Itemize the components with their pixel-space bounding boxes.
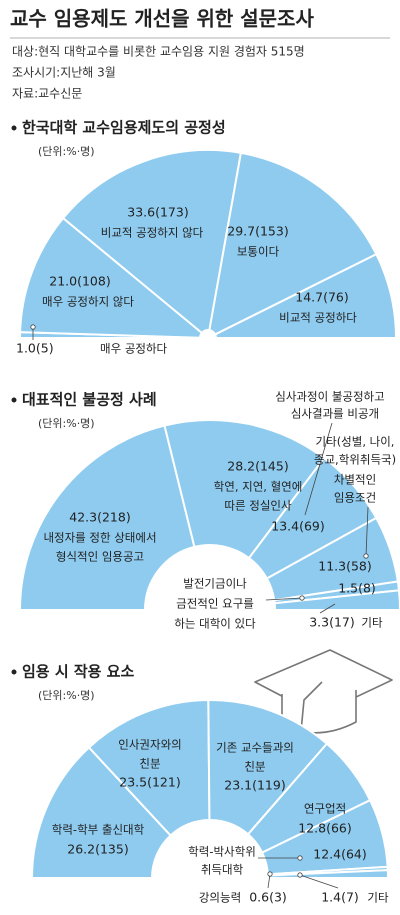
category-label: 기존 교수들과의 [216, 741, 294, 755]
slice [30, 746, 172, 879]
category-label: 취득대학 [201, 863, 244, 877]
value-label: 1.5(8) [338, 581, 376, 596]
value-label: 12.4(64) [313, 847, 367, 862]
slice [19, 216, 204, 339]
leader-dot [299, 595, 305, 601]
category-label: 기타(성별, 나이, [316, 435, 395, 449]
slice [207, 699, 329, 836]
category-label: 하는 대학이 있다 [174, 617, 256, 631]
slice [213, 252, 398, 339]
category-label: 인사권자와의 [118, 738, 181, 752]
category-label: 기타 [361, 616, 383, 630]
value-label: 42.3(218) [69, 510, 130, 525]
value-label: 21.0(108) [49, 274, 110, 289]
leader-line [299, 874, 339, 889]
category-label: 학력-학부 출신대학 [52, 823, 145, 837]
category-label: 강의능력 [199, 891, 241, 905]
category-label: 매우 공정하다 [100, 342, 168, 356]
chart-subtitle: (단위:%·명) [38, 417, 95, 430]
leader-line [365, 506, 369, 557]
category-label: 차별적인 [334, 473, 376, 487]
value-label: 23.1(119) [224, 778, 285, 793]
leader-line [319, 603, 336, 614]
value-label: 28.2(145) [227, 459, 288, 474]
category-label: 심사결과를 비공개 [291, 407, 379, 421]
category-label: 비교적 공정하지 않다 [101, 226, 204, 240]
chart-title: 대표적인 불공정 사례 [22, 391, 157, 409]
chart-subtitle: (단위:%·명) [38, 145, 95, 158]
value-label: 13.4(69) [271, 519, 325, 534]
category-label: 보통이다 [237, 245, 280, 259]
category-label: 기타 [367, 891, 389, 905]
category-label: 학연, 지연, 혈연에 [214, 480, 303, 494]
header-line: 자료:교수신문 [12, 87, 82, 101]
category-label: 학력-박사학위 [188, 845, 256, 859]
category-label: 종교,학위취득국) [314, 453, 396, 467]
slice [87, 698, 211, 837]
category-label: 비교적 공정하다 [279, 311, 357, 325]
leader-dot [30, 324, 36, 330]
page-title: 교수 임용제도 개선을 위한 설문조사 [10, 7, 314, 31]
leader-dot [363, 553, 369, 559]
leader-line [265, 597, 303, 601]
category-label: 형식적인 임용공고 [56, 550, 144, 564]
title-bullet [11, 669, 17, 675]
category-label: 발전기금이나 [183, 577, 247, 591]
category-label: 금전적인 요구를 [176, 597, 254, 611]
slice [163, 419, 326, 560]
category-label: 심사과정이 불공정하고 [275, 390, 384, 404]
chart-title: 한국대학 교수임용제도의 공정성 [22, 119, 226, 137]
category-label: 친분 [244, 760, 265, 774]
category-label: 임용조건 [334, 491, 376, 505]
leader-dot [297, 855, 303, 861]
title-bullet [11, 397, 17, 403]
chart-title: 임용 시 작용 요소 [22, 663, 134, 681]
value-label: 0.6(3) [249, 890, 287, 905]
slice [18, 424, 196, 611]
value-label: 1.4(7) [321, 890, 359, 905]
category-label: 따른 정실인사 [224, 499, 292, 513]
slice [208, 151, 378, 336]
slice [61, 149, 243, 335]
title-bullet [11, 125, 17, 131]
value-label: 11.3(58) [318, 559, 372, 574]
category-label: 친분 [139, 757, 160, 771]
donut-chart: 한국대학 교수임용제도의 공정성 (단위:%·명) 1.0(5) 매우 공정하다 21.… [11, 119, 398, 356]
value-label: 23.5(121) [119, 775, 180, 790]
value-label: 3.3(17) [309, 615, 355, 630]
value-label: 14.7(76) [295, 290, 349, 305]
category-label: 연구업적 [304, 802, 346, 816]
category-label: 매우 공정하지 않다 [42, 295, 134, 309]
category-label: 내정자를 정한 상태에서 [43, 531, 156, 545]
value-label: 12.8(66) [298, 821, 352, 836]
header-line: 대상:현직 대학교수를 비롯한 교수임용 지원 경험자 515명 [12, 45, 305, 59]
donut-chart: 대표적인 불공정 사례 (단위:%·명) 42.3(218) 내정자를 정한 상태에서… [11, 390, 400, 631]
value-label: 29.7(153) [227, 224, 288, 239]
graduation-cap [254, 649, 393, 759]
leader-line [304, 422, 333, 516]
chart-subtitle: (단위:%·명) [38, 689, 95, 702]
leader-dot [267, 871, 273, 877]
value-label: 1.0(5) [16, 341, 54, 356]
donut-chart: 임용 시 작용 요소 (단위:%·명) 26.2(135) 학력-학부 출신대학 23.… [11, 663, 390, 905]
leader-dot [297, 872, 303, 878]
value-label: 33.6(173) [127, 205, 188, 220]
header-line: 조사시기:지난해 3월 [12, 66, 116, 80]
value-label: 26.2(135) [67, 842, 128, 857]
